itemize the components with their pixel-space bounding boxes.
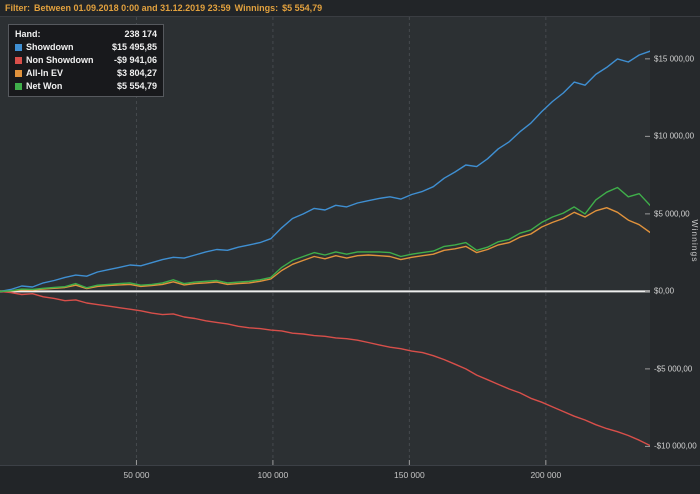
- series-line-non-showdown: [0, 290, 650, 447]
- legend-color-swatch: [15, 70, 22, 77]
- legend-label: Non Showdown: [15, 54, 94, 67]
- series-line-all-in-ev: [0, 206, 650, 293]
- x-tick-label: 200 000: [530, 470, 562, 480]
- y-axis: Winnings $15 000,00 $10 000,00 $5 000,00 $0…: [650, 17, 700, 465]
- y-tick-label: $5 000,00: [654, 209, 690, 219]
- legend-row: Net Won $5 554,79: [15, 80, 157, 93]
- legend-color-swatch: [15, 83, 22, 90]
- legend-value: $5 554,79: [116, 81, 157, 91]
- legend-row: Non Showdown -$9 941,06: [15, 54, 157, 67]
- legend-color-swatch: [15, 44, 22, 51]
- legend-value: -$9 941,06: [113, 55, 157, 65]
- legend-label: Showdown: [15, 41, 74, 54]
- x-tick-label: 100 000: [257, 470, 289, 480]
- x-tick-label: 50 000: [123, 470, 150, 480]
- legend-label: All-In EV: [15, 67, 63, 80]
- chart-area: Hand: 238 174 Showdown $15 495,85 Non Showdo…: [0, 17, 700, 465]
- y-tick-label: $0,00: [654, 286, 675, 296]
- filter-range-text: Between 01.09.2018 0:00 and 31.12.2019 2…: [34, 3, 231, 13]
- x-axis: 50 000 100 000 150 000 200 000: [0, 465, 700, 494]
- legend-box: Hand: 238 174 Showdown $15 495,85 Non Showdo…: [8, 24, 164, 97]
- y-tick-label: -$5 000,00: [654, 364, 693, 374]
- filter-bar[interactable]: Filter: Between 01.09.2018 0:00 and 31.1…: [0, 0, 700, 17]
- filter-winnings-value: $5 554,79: [282, 3, 323, 13]
- x-tick-label: 150 000: [393, 470, 425, 480]
- legend-color-swatch: [15, 57, 22, 64]
- series-line-net-won: [0, 186, 650, 293]
- legend-value: $15 495,85: [111, 42, 157, 52]
- y-tick-label: $10 000,00: [654, 131, 695, 141]
- legend-row: Hand: 238 174: [15, 28, 157, 41]
- y-axis-title: Winnings: [690, 219, 700, 263]
- filter-winnings-label: Winnings:: [234, 3, 279, 13]
- y-tick-label: -$10 000,00: [654, 441, 697, 451]
- legend-label: Net Won: [15, 80, 62, 93]
- legend-value: $3 804,27: [116, 68, 157, 78]
- legend-value: 238 174: [124, 29, 157, 39]
- legend-row: Showdown $15 495,85: [15, 41, 157, 54]
- filter-label: Filter:: [5, 3, 31, 13]
- series-line-showdown: [0, 50, 650, 293]
- legend-row: All-In EV $3 804,27: [15, 67, 157, 80]
- y-tick-label: $15 000,00: [654, 54, 695, 64]
- legend-label: Hand:: [15, 29, 41, 39]
- winnings-graph[interactable]: [0, 17, 650, 465]
